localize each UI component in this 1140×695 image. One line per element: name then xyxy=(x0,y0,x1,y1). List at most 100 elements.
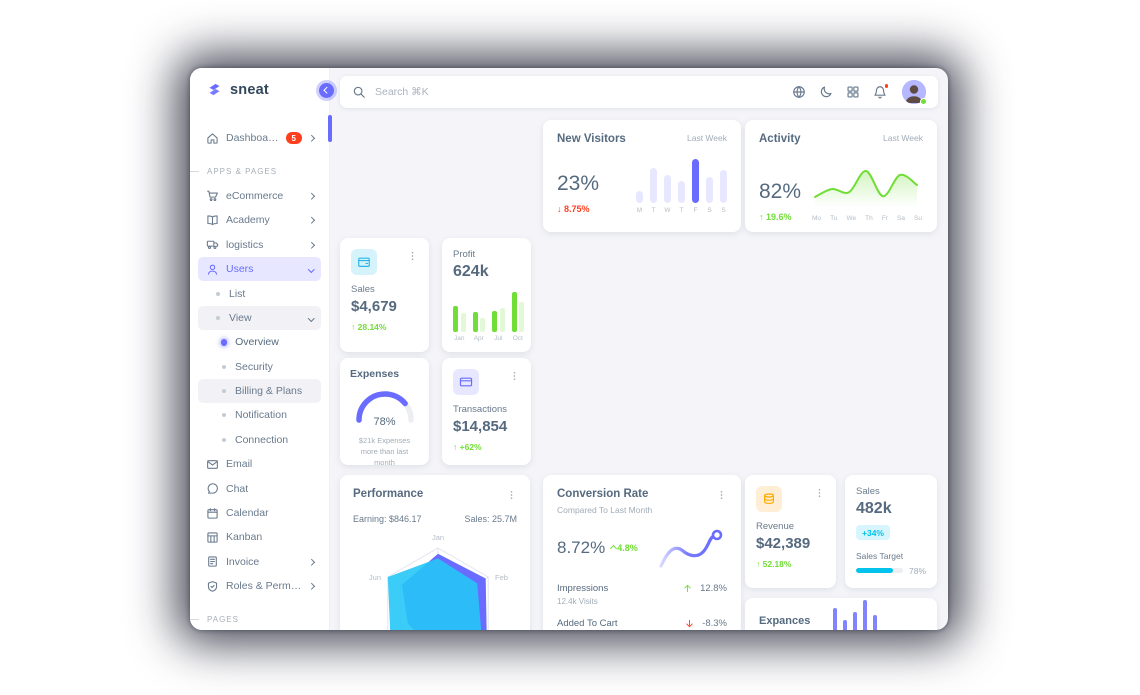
sidebar-item-label: logistics xyxy=(226,238,264,251)
sidebar-item-academy[interactable]: Academy xyxy=(198,208,321,232)
moon-icon[interactable] xyxy=(819,85,833,99)
bullet-icon xyxy=(222,413,226,418)
credit-card-icon xyxy=(453,369,479,395)
chevron-down-icon xyxy=(307,265,314,273)
sidebar-item-security[interactable]: Security xyxy=(198,355,321,379)
transactions-card: Transactions $14,854 +62% xyxy=(442,358,531,465)
calendar-icon xyxy=(206,507,219,520)
sidebar-item-label: eCommerce xyxy=(226,189,284,202)
sidebar-item-email[interactable]: Email xyxy=(198,452,321,476)
sales-total-value: 482k xyxy=(856,500,892,517)
period-label: Last Week xyxy=(686,133,727,143)
globe-icon[interactable] xyxy=(792,85,806,99)
card-label: Transactions xyxy=(453,404,508,415)
card-label: Revenue xyxy=(756,521,795,532)
sidebar-item-logistics[interactable]: logistics xyxy=(198,233,321,257)
growth-badge: +34% xyxy=(856,525,890,540)
expenses-caption-1: $21k Expenses xyxy=(358,436,411,445)
profit-card: Profit 624k Jan Apr Jul Oct xyxy=(442,238,531,352)
sidebar-item-label: List xyxy=(229,287,246,300)
arrow-up-icon xyxy=(682,583,693,594)
transactions-value: $14,854 xyxy=(453,418,508,435)
sidebar-item-notification[interactable]: Notification xyxy=(198,403,321,427)
bell-icon[interactable] xyxy=(873,83,889,99)
search-input[interactable] xyxy=(375,86,792,98)
period-label: Last Week xyxy=(882,133,923,143)
transactions-delta: +62% xyxy=(453,442,520,452)
activity-line-chart xyxy=(811,159,923,212)
invoice-icon xyxy=(206,555,219,568)
sidebar-item-roles-permissions[interactable]: Roles & Permiss... xyxy=(198,574,321,598)
expances-card: Expances xyxy=(745,598,937,630)
grid-icon[interactable] xyxy=(846,85,860,99)
notification-dot xyxy=(883,83,889,89)
card-title: Performance xyxy=(353,488,424,500)
chevron-right-icon xyxy=(307,135,314,142)
svg-text:Jun: Jun xyxy=(369,573,381,582)
brand[interactable]: sneat xyxy=(190,68,329,98)
sidebar-item-label: Security xyxy=(235,360,273,373)
sidebar-item-invoice[interactable]: Invoice xyxy=(198,550,321,574)
row-delta: -8.3% xyxy=(702,617,727,629)
menu-section-header: PAGES xyxy=(190,607,329,630)
sales-delta: 28.14% xyxy=(351,322,418,332)
sidebar-item-connection[interactable]: Connection xyxy=(198,428,321,452)
home-icon xyxy=(206,132,219,145)
sales-target-progressbar xyxy=(856,568,903,573)
sidebar-menu: Dashboards 5 APPS & PAGES eCommerce Acad… xyxy=(190,98,329,630)
expenses-card: Expenses 78% $21k Expenses more than las… xyxy=(340,358,429,467)
sidebar-item-calendar[interactable]: Calendar xyxy=(198,501,321,525)
sidebar-item-list[interactable]: List xyxy=(198,281,321,305)
sidebar-item-users[interactable]: Users xyxy=(198,256,321,282)
mail-icon xyxy=(206,458,219,471)
menu-scrollbar-thumb[interactable] xyxy=(328,115,332,142)
truck-icon xyxy=(206,238,219,251)
activity-chart-labels: Mo Tu We Th Fr Sa Su xyxy=(812,215,922,222)
more-options-button[interactable] xyxy=(509,369,520,383)
sidebar-collapse-button[interactable] xyxy=(319,83,334,98)
sidebar: sneat Dashboards 5 APPS & PAGES eCommerc… xyxy=(190,68,330,630)
row-delta: 12.8% xyxy=(700,583,727,594)
search-icon xyxy=(352,85,366,99)
sales-target-label: Sales Target xyxy=(856,550,904,561)
svg-text:Feb: Feb xyxy=(495,573,508,582)
visitors-delta: 8.75% xyxy=(557,204,599,214)
activity-delta: 19.6% xyxy=(759,212,801,222)
bullet-icon xyxy=(216,291,220,296)
sidebar-item-chat[interactable]: Chat xyxy=(198,476,321,500)
caret-up-icon xyxy=(610,544,618,552)
app-window: sneat Dashboards 5 APPS & PAGES eCommerc… xyxy=(190,68,948,630)
profit-value: 624k xyxy=(453,263,489,280)
sneat-logo-icon xyxy=(206,81,223,98)
avatar[interactable] xyxy=(902,80,927,105)
expenses-percent: 78% xyxy=(373,416,396,428)
row-sublabel: 12.4k Visits xyxy=(557,596,598,606)
sidebar-item-dashboards[interactable]: Dashboards 5 xyxy=(198,126,321,150)
more-options-button[interactable] xyxy=(814,486,825,500)
sidebar-item-kanban[interactable]: Kanban xyxy=(198,525,321,549)
more-options-button[interactable] xyxy=(716,488,727,502)
sidebar-item-ecommerce[interactable]: eCommerce xyxy=(198,184,321,208)
sidebar-item-overview[interactable]: Overview xyxy=(198,330,321,354)
more-options-button[interactable] xyxy=(506,488,517,502)
more-options-button[interactable] xyxy=(407,249,418,263)
conversion-row-added-to-cart: Added To Cart 32 Product in cart -8.3% xyxy=(557,618,727,631)
bullet-icon xyxy=(222,364,226,369)
wallet-icon xyxy=(351,249,377,275)
sidebar-item-view[interactable]: View xyxy=(198,305,321,331)
sidebar-item-billing-plans[interactable]: Billing & Plans xyxy=(198,378,321,404)
sidebar-item-label: Email xyxy=(226,458,253,471)
card-title: New Visitors xyxy=(557,133,626,145)
activity-value: 82% xyxy=(759,180,802,203)
menu-section-header: APPS & PAGES xyxy=(190,159,329,183)
user-icon xyxy=(206,263,219,276)
sidebar-item-label: View xyxy=(229,311,252,324)
earning-stat: Earning: $846.17 xyxy=(353,514,422,524)
sales-target-card: Sales 482k +34% Sales Target 78% xyxy=(845,475,937,588)
revenue-value: $42,389 xyxy=(756,535,811,552)
sidebar-item-label: Notification xyxy=(235,409,287,422)
revenue-card: Revenue $42,389 52.18% xyxy=(745,475,836,588)
count-badge: 5 xyxy=(286,132,302,145)
